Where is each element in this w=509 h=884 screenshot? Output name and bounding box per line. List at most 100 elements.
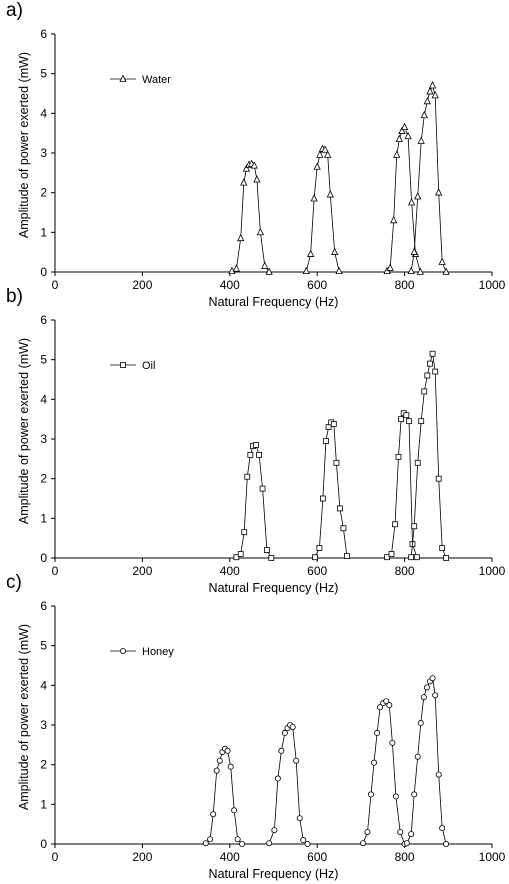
data-series <box>312 419 350 561</box>
legend-marker <box>119 74 127 82</box>
x-tick-label: 1000 <box>479 278 506 292</box>
data-point <box>403 412 410 419</box>
series-line <box>406 677 447 845</box>
data-point <box>250 161 258 169</box>
data-series <box>202 745 246 847</box>
data-point <box>408 554 415 561</box>
data-series <box>403 675 450 847</box>
x-tick-label: 1000 <box>479 564 506 578</box>
chart-panel-c: c) 0 1 2 3 4 5 6 0 200 400 600 800 1000 Natural Frequ… <box>0 572 509 881</box>
data-point <box>224 747 231 754</box>
data-point <box>417 720 424 727</box>
data-point <box>432 368 439 375</box>
data-point <box>266 840 273 847</box>
x-tick-label: 200 <box>132 278 152 292</box>
data-point <box>413 554 420 561</box>
data-series <box>302 144 343 275</box>
data-point <box>319 495 326 502</box>
data-point <box>237 233 245 242</box>
data-point <box>435 475 442 482</box>
chart-b: 0 1 2 3 4 5 6 0 200 400 600 800 1000 Natural Frequenc… <box>17 313 506 595</box>
data-point <box>386 263 394 271</box>
data-point <box>241 529 248 536</box>
y-tick-label: 4 <box>40 106 47 120</box>
data-point <box>395 453 402 460</box>
data-point <box>335 266 343 275</box>
data-point <box>247 451 254 458</box>
data-point <box>424 372 431 379</box>
y-tick-label: 1 <box>40 225 47 239</box>
legend-label: Water <box>142 74 171 86</box>
data-point <box>423 684 430 691</box>
x-tick-label: 0 <box>52 564 59 578</box>
y-tick-label: 5 <box>40 639 47 653</box>
chart-c: 0 1 2 3 4 5 6 0 200 400 600 800 1000 Natural Frequenc… <box>17 599 506 881</box>
data-point <box>364 829 371 836</box>
y-tick-label: 6 <box>40 313 47 327</box>
data-point <box>289 723 296 730</box>
data-point <box>420 694 427 701</box>
data-point <box>367 791 374 798</box>
y-tick-label: 4 <box>40 392 47 406</box>
data-point <box>397 829 404 836</box>
data-point <box>408 831 415 838</box>
data-point <box>442 267 450 275</box>
data-point <box>389 739 396 746</box>
data-point <box>324 150 332 158</box>
y-tick-label: 2 <box>40 472 47 486</box>
data-point <box>392 793 399 800</box>
data-point <box>268 555 275 561</box>
data-point <box>239 840 246 847</box>
data-point <box>435 188 443 196</box>
data-point <box>331 247 339 255</box>
series-line <box>236 444 272 559</box>
x-tick-label: 800 <box>395 278 415 292</box>
data-point <box>406 418 412 425</box>
y-tick-label: 2 <box>40 186 47 200</box>
data-point <box>426 87 434 95</box>
data-point <box>388 551 395 557</box>
y-tick-label: 0 <box>40 837 47 851</box>
panel-label: c) <box>6 572 22 593</box>
data-series <box>384 410 420 561</box>
x-tick-label: 600 <box>307 564 327 578</box>
y-axis-title: Amplitude of power exerted (mW) <box>17 338 31 524</box>
legend-label: Oil <box>142 360 155 372</box>
data-point <box>431 90 439 99</box>
data-point <box>374 729 381 736</box>
legend-marker <box>120 648 127 655</box>
series-line <box>314 421 348 558</box>
data-point <box>420 110 428 119</box>
data-point <box>213 767 220 774</box>
series-line <box>386 412 418 558</box>
y-tick-label: 5 <box>40 67 47 81</box>
x-tick-label: 1000 <box>479 850 506 864</box>
data-point <box>237 551 244 557</box>
data-point <box>418 418 425 425</box>
y-axis-title: Amplitude of power exerted (mW) <box>17 52 31 238</box>
data-point <box>398 126 406 134</box>
x-tick-label: 800 <box>395 850 415 864</box>
data-point <box>393 150 401 158</box>
data-point <box>439 545 446 551</box>
series-line <box>410 84 447 273</box>
data-point <box>410 247 418 255</box>
series-line <box>410 353 447 559</box>
y-tick-label: 4 <box>40 678 47 692</box>
data-point <box>253 442 259 448</box>
data-point <box>439 825 446 832</box>
data-point <box>265 267 273 275</box>
data-point <box>435 771 442 778</box>
data-point <box>333 459 340 466</box>
y-axis-title: Amplitude of power exerted (mW) <box>17 624 31 810</box>
data-point <box>400 122 409 131</box>
data-point <box>403 840 410 847</box>
x-tick-label: 400 <box>220 278 240 292</box>
x-axis-title: Natural Frequency (Hz) <box>209 295 339 309</box>
data-point <box>411 523 418 530</box>
data-point <box>411 791 418 798</box>
data-point <box>414 459 421 466</box>
data-point <box>392 521 398 528</box>
data-point <box>326 190 334 198</box>
data-point <box>443 555 450 561</box>
